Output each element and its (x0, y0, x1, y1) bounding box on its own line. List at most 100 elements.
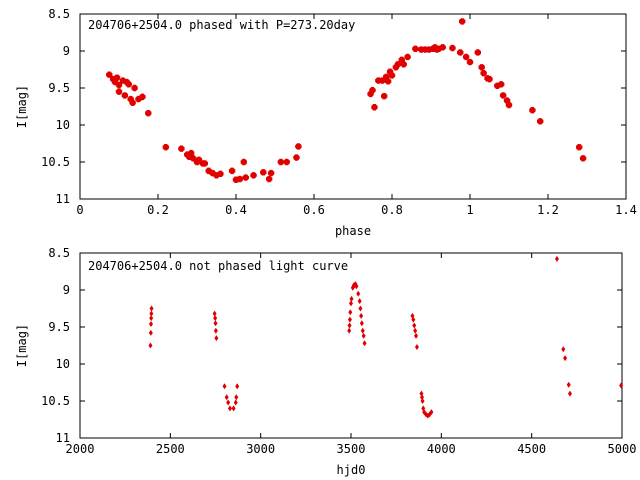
data-point-core (284, 159, 290, 165)
data-point-core (385, 78, 391, 84)
data-point (348, 309, 353, 316)
data-point-core (202, 161, 208, 166)
data-point (357, 298, 362, 305)
data-point-core (188, 150, 194, 156)
data-point (429, 409, 434, 416)
data-point-core (379, 78, 385, 83)
data-point (235, 383, 240, 390)
data-point-core (500, 93, 506, 98)
data-point-core (422, 47, 428, 52)
x-axis-label: phase (335, 224, 371, 238)
data-point-core (395, 61, 401, 67)
data-point (414, 343, 419, 350)
y-tick-label: 10 (56, 357, 70, 371)
data-point-core (130, 100, 136, 106)
data-point (567, 390, 572, 397)
data-point-core (383, 74, 389, 80)
data-point-core (233, 177, 239, 183)
x-tick-label: 4000 (427, 442, 456, 456)
data-point-core (206, 168, 212, 174)
data-point-core (268, 170, 274, 176)
data-point-core (190, 155, 196, 161)
data-points (106, 18, 587, 183)
x-tick-label: 0 (76, 203, 83, 217)
data-point-core (494, 83, 500, 89)
data-point (149, 321, 154, 328)
data-point-core (251, 172, 256, 178)
data-point-core (457, 50, 463, 55)
data-point (563, 355, 568, 362)
data-point (420, 398, 425, 404)
x-axis-label: hjd0 (337, 463, 366, 477)
data-point-core (370, 87, 375, 93)
data-point (566, 381, 571, 388)
data-point (413, 327, 418, 334)
y-tick-label: 9.5 (48, 320, 70, 334)
data-point-core (426, 47, 432, 52)
data-point-core (440, 44, 446, 50)
data-point-core (393, 64, 399, 70)
data-point-core (399, 57, 405, 63)
data-point-core (467, 59, 473, 65)
data-point (359, 312, 364, 319)
data-point-core (580, 155, 586, 161)
data-point (359, 320, 364, 327)
data-point-core (375, 78, 381, 83)
data-point (347, 322, 352, 329)
y-tick-label: 11 (56, 192, 70, 206)
data-point-core (140, 94, 145, 100)
x-tick-label: 2500 (156, 442, 185, 456)
data-point-core (132, 85, 137, 91)
data-point-core (110, 76, 116, 82)
plot-frame (79, 252, 623, 439)
data-point (233, 399, 238, 406)
y-tick-label: 9.5 (48, 81, 70, 95)
data-point-core (413, 46, 418, 52)
data-point (234, 394, 239, 401)
data-point-core (381, 93, 387, 99)
y-tick-label: 9 (63, 44, 70, 58)
y-tick-label: 11 (56, 431, 70, 445)
data-point-core (126, 81, 132, 87)
data-point-core (145, 110, 151, 116)
chart-panel-2: 2000 2500 3000 3500 4000 4500 5000 8.5 9 9.5 10 10.… (15, 246, 636, 477)
data-point-core (530, 107, 535, 113)
x-tick-label: 2000 (66, 442, 95, 456)
data-point-core (506, 102, 512, 108)
data-point (354, 283, 359, 290)
x-tick-label: 4500 (517, 442, 546, 456)
data-point (619, 382, 624, 389)
data-point (148, 342, 153, 349)
data-points (148, 255, 624, 419)
data-point-core (116, 89, 122, 95)
data-point-core (114, 75, 120, 81)
data-point (411, 316, 416, 323)
data-point-core (372, 104, 377, 110)
data-point (231, 405, 236, 412)
y-tick-label: 10 (56, 118, 70, 132)
data-point-core (260, 169, 266, 175)
data-point (349, 295, 354, 302)
data-point-core (481, 70, 487, 76)
plot-frame (79, 13, 627, 200)
y-tick-label: 10.5 (41, 155, 70, 169)
y-tick-label: 8.5 (48, 7, 70, 21)
data-point (213, 320, 218, 327)
x-tick-label: 3500 (337, 442, 366, 456)
x-tick-label: 0.2 (147, 203, 169, 217)
data-point (222, 383, 227, 390)
data-point-core (214, 172, 219, 178)
data-point-core (401, 61, 407, 67)
data-point-core (576, 144, 582, 150)
chart-title: 204706+2504.0 phased with P=273.20day (88, 18, 355, 32)
data-point-core (294, 155, 299, 160)
data-point (347, 327, 352, 334)
data-point-core (498, 81, 504, 87)
data-point (214, 335, 219, 342)
y-axis-label: I[mag] (15, 85, 29, 128)
x-tick-label: 0.8 (381, 203, 403, 217)
data-point (149, 310, 154, 317)
data-point-core (241, 159, 247, 165)
data-point (554, 255, 559, 262)
